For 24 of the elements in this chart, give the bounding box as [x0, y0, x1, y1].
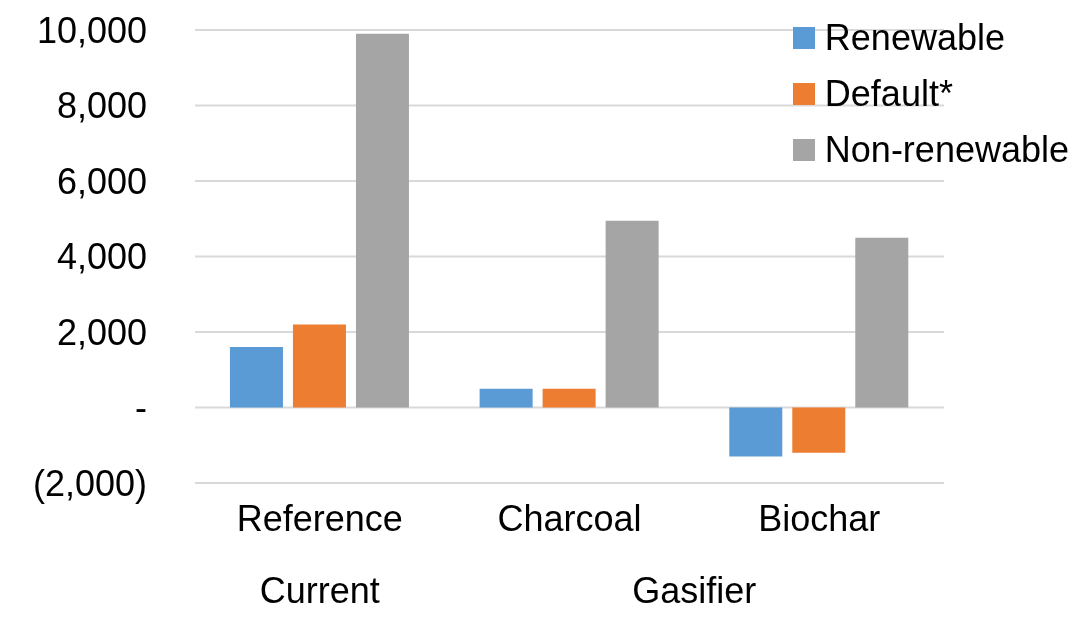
bar: [355, 33, 409, 408]
x-tick-label: Charcoal: [497, 497, 642, 539]
legend-label: Default*: [824, 73, 953, 115]
x-tick-label: Reference: [236, 497, 403, 539]
y-tick-label: (2,000): [32, 462, 147, 504]
x-tick-label: Biochar: [758, 497, 881, 539]
y-tick-label: 2,000: [56, 311, 147, 353]
text: Current: [258, 570, 381, 612]
y-tick-label: 10,000: [36, 9, 147, 51]
y-tick-label: 8,000: [56, 85, 147, 127]
legend-label: Non-renewable: [824, 129, 1069, 171]
legend-label: Renewable: [824, 17, 1005, 59]
bar: [229, 347, 283, 408]
bar: [855, 237, 909, 408]
bar: [605, 220, 659, 408]
text: Gasifier: [631, 570, 758, 612]
bar: [542, 388, 596, 408]
bar: [292, 324, 346, 408]
y-tick-label: 6,000: [56, 160, 147, 202]
y-tick-label: 4,000: [56, 236, 147, 278]
y-tick-label: -: [135, 387, 147, 429]
bar: [792, 407, 846, 453]
bar: [729, 407, 783, 457]
bar: [479, 388, 533, 408]
